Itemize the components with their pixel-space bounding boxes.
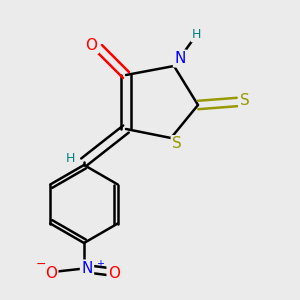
Text: H: H [66,152,75,166]
Text: H: H [192,28,201,41]
Text: −: − [35,257,46,271]
Text: +: + [97,259,104,269]
Text: N: N [174,51,186,66]
Text: S: S [172,136,182,152]
Text: O: O [85,38,98,52]
Text: O: O [108,266,120,280]
Text: S: S [240,93,249,108]
Text: O: O [45,266,57,280]
Text: N: N [81,261,93,276]
